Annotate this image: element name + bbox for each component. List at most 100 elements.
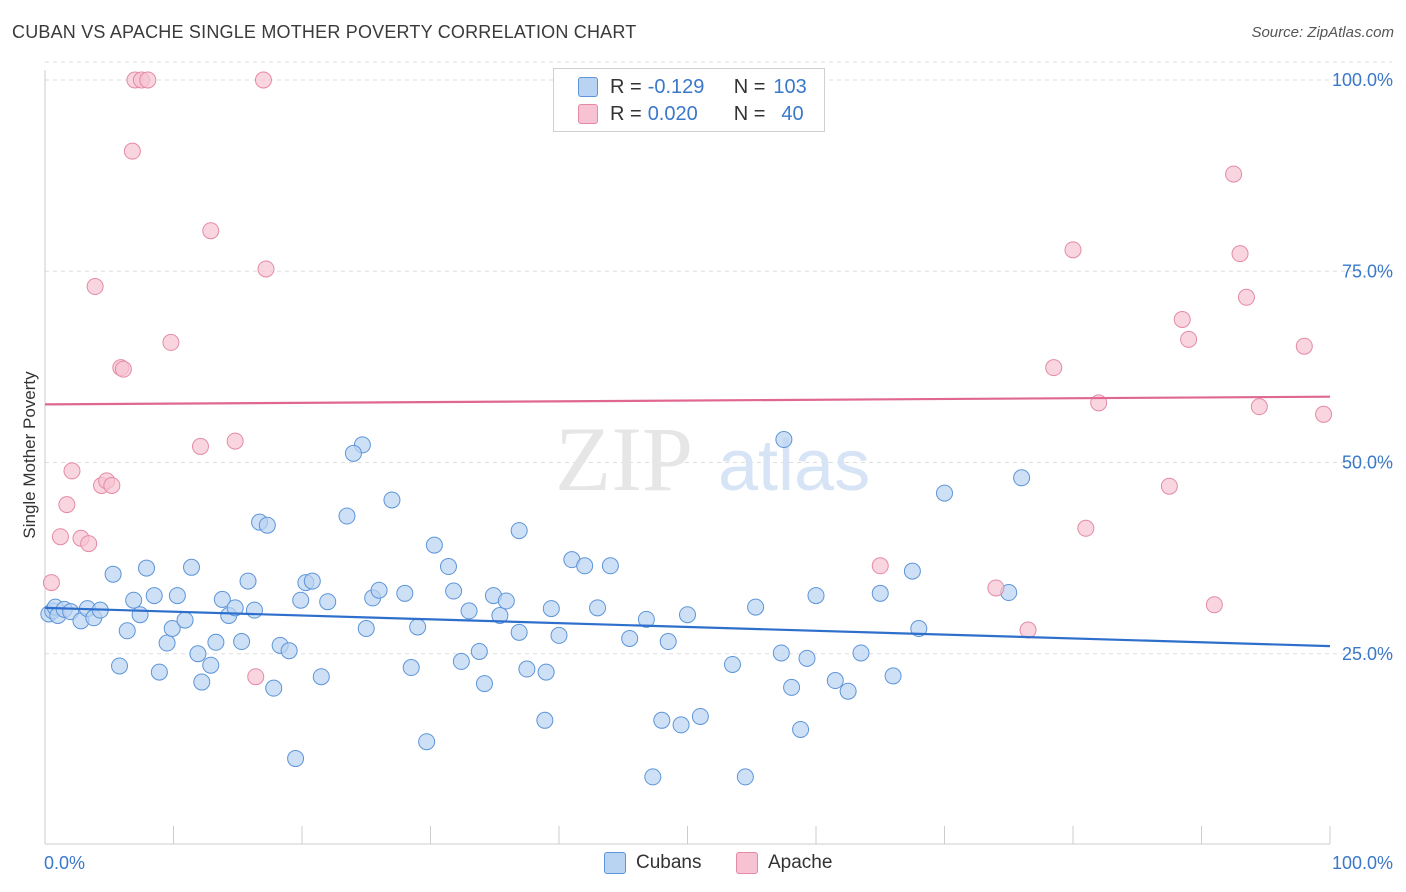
- series-legend: Cubans Apache: [0, 852, 1406, 878]
- apache-point: [226, 432, 244, 450]
- cubans-point: [258, 516, 276, 534]
- n-label: N =: [733, 102, 766, 125]
- legend-row-apache: R = 0.020 N = 40: [578, 101, 804, 127]
- cubans-point: [439, 558, 457, 576]
- cubans-point: [589, 599, 607, 617]
- r-label: R =: [610, 102, 642, 125]
- r-value-apache: 0.020: [647, 102, 698, 125]
- cubans-point: [491, 607, 509, 624]
- cubans-point: [723, 655, 741, 673]
- cubans-point: [292, 591, 310, 609]
- cubans-point: [460, 602, 478, 620]
- r-value-cubans: -0.129: [647, 75, 705, 98]
- cubans-point: [772, 644, 790, 662]
- cubans-point: [226, 599, 244, 617]
- apache-point: [987, 579, 1005, 597]
- cubans-point: [370, 581, 388, 599]
- x-tick-label-min: 0.0%: [44, 853, 85, 873]
- n-value-cubans: 103: [773, 75, 807, 98]
- cubans-point: [852, 644, 870, 662]
- cubans-point: [542, 600, 560, 618]
- cubans-point: [775, 431, 793, 449]
- cubans-point: [637, 610, 655, 628]
- cubans-point: [245, 601, 263, 619]
- apache-point: [123, 142, 141, 160]
- apache-point: [103, 476, 121, 494]
- cubans-point: [150, 663, 168, 681]
- apache-point: [1250, 398, 1268, 416]
- cubans-point: [425, 536, 443, 554]
- cubans-swatch: [578, 77, 598, 97]
- apache-point: [1295, 337, 1313, 355]
- cubans-point: [202, 656, 220, 674]
- r-label: R =: [610, 75, 642, 98]
- cubans-point: [470, 642, 488, 660]
- cubans-point: [691, 707, 709, 725]
- apache-point: [871, 557, 889, 575]
- cubans-point: [158, 634, 176, 652]
- cubans-point: [357, 620, 375, 638]
- apache-point: [1205, 596, 1223, 614]
- cubans-point: [807, 587, 825, 605]
- apache-legend-label: Apache: [768, 852, 833, 873]
- cubans-point: [936, 484, 953, 502]
- cubans-point: [239, 572, 257, 590]
- y-tick-label: 75.0%: [1342, 261, 1393, 281]
- apache-point: [86, 278, 104, 296]
- cubans-point: [653, 711, 671, 729]
- cubans-point: [621, 629, 639, 647]
- cubans-points: [40, 431, 1031, 786]
- cubans-point: [601, 557, 619, 575]
- cubans-point: [189, 645, 207, 663]
- apache-point: [1231, 245, 1249, 263]
- cubans-point: [1013, 469, 1031, 487]
- cubans-point: [659, 633, 677, 651]
- apache-point: [257, 260, 275, 278]
- cubans-point: [510, 522, 528, 540]
- cubans-point: [871, 584, 889, 602]
- apache-point: [139, 71, 157, 89]
- chart-title: CUBAN VS APACHE SINGLE MOTHER POVERTY CO…: [12, 22, 637, 42]
- cubans-point: [839, 682, 857, 700]
- apache-point: [162, 333, 180, 351]
- n-value-apache: 40: [781, 102, 804, 125]
- source-label: Source: ZipAtlas.com: [1251, 24, 1394, 41]
- apache-points: [42, 71, 1333, 686]
- cubans-point: [193, 673, 211, 691]
- cubans-point: [475, 675, 493, 693]
- cubans-point: [452, 652, 470, 670]
- legend-item-apache[interactable]: Apache: [736, 852, 832, 874]
- cubans-point: [409, 618, 427, 636]
- legend-row-cubans: R = -0.129 N = 103: [578, 74, 807, 100]
- n-label: N =: [733, 75, 766, 98]
- apache-point: [254, 71, 272, 89]
- axes: [44, 70, 1331, 845]
- cubans-point: [536, 711, 554, 729]
- cubans-point: [550, 626, 568, 644]
- cubans-point: [303, 572, 321, 590]
- cubans-trend-line: [44, 606, 1331, 648]
- apache-point: [1315, 405, 1333, 423]
- cubans-point: [418, 733, 436, 751]
- apache-swatch: [578, 104, 598, 124]
- legend-item-cubans[interactable]: Cubans: [604, 852, 702, 874]
- cubans-point: [396, 584, 414, 602]
- apache-point: [191, 437, 209, 455]
- apache-point: [202, 222, 220, 240]
- cubans-legend-label: Cubans: [636, 852, 702, 873]
- cubans-point: [233, 633, 251, 651]
- cubans-point: [672, 716, 690, 734]
- cubans-point: [537, 663, 555, 681]
- watermark: ZIP atlas: [555, 408, 870, 510]
- cubans-point: [910, 620, 928, 638]
- cubans-point: [402, 659, 420, 677]
- cubans-point: [736, 768, 754, 786]
- cubans-point: [287, 750, 305, 768]
- trend-lines: [44, 395, 1331, 648]
- y-tick-labels: 25.0% 50.0% 75.0% 100.0%: [1332, 70, 1393, 664]
- cubans-point: [131, 606, 149, 624]
- cubans-point: [207, 633, 225, 651]
- cubans-point: [104, 565, 122, 583]
- apache-point: [1045, 359, 1063, 377]
